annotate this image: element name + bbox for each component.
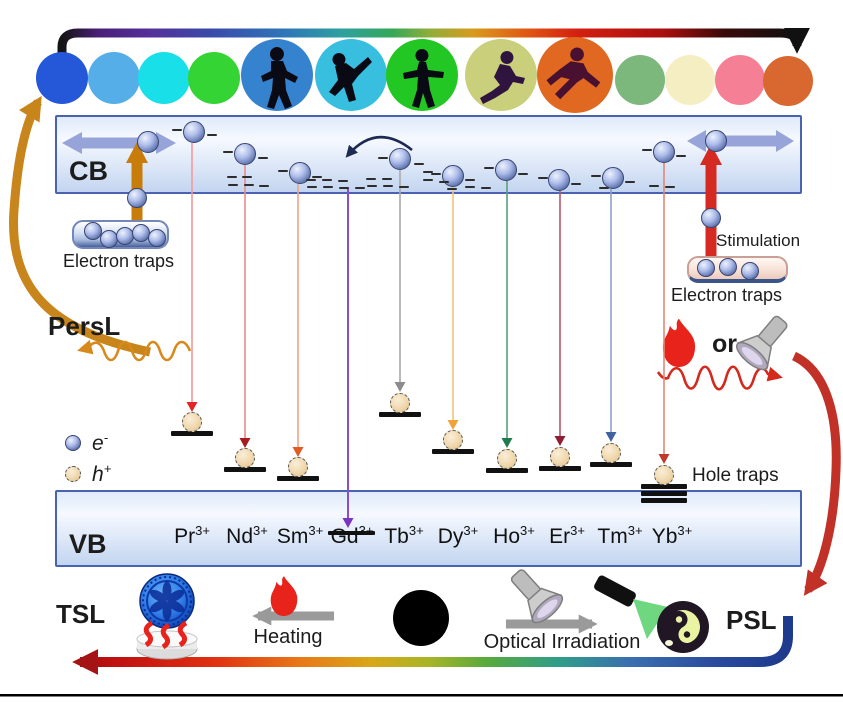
transition-arrowhead-sm [292, 447, 304, 457]
stimulation-wave-arrow [656, 365, 783, 391]
transition-arrowhead-dy [447, 420, 459, 430]
persl-swoosh-arrow [8, 95, 151, 357]
transition-arrowhead-gd [342, 518, 354, 528]
stimulation-release-arrow [700, 144, 722, 261]
disc-snowflake-pattern [149, 581, 185, 621]
laser-beam [633, 599, 668, 639]
cb-mobility-arrow-left [62, 132, 176, 154]
vb-label: VB [69, 529, 107, 559]
valence-band: VB [55, 490, 802, 567]
transition-arrowhead-tb [394, 382, 406, 392]
transition-arrowhead-nd [239, 438, 251, 448]
transition-arrowhead-yb [658, 454, 670, 464]
cb-mobility-arrow-right [687, 130, 794, 152]
cb-label: CB [69, 156, 108, 186]
heating-flame-icon [270, 576, 298, 616]
flame-icon [662, 318, 696, 367]
bottom-spectrum-arrow [72, 616, 793, 675]
heat-squiggles [143, 620, 188, 650]
dark-sample-circle [393, 590, 449, 646]
transition-arrowhead-er [554, 436, 566, 446]
transition-arrowhead-pr [186, 402, 198, 412]
top-spectrum-arrow [57, 27, 810, 58]
tsl-disc-on-heater [136, 573, 198, 660]
optical-flashlight-icon [501, 560, 568, 628]
yin-yang-sample [657, 601, 709, 653]
flashlight-icon [731, 307, 798, 375]
transition-arrowhead-tm [605, 432, 617, 442]
laser-pointer-icon [594, 575, 636, 607]
transition-arrowhead-ho [501, 438, 513, 448]
bottom-divider [0, 694, 843, 697]
electron-hop-arc [345, 135, 413, 158]
trap-filling-arrow [126, 142, 148, 224]
persl-wave-arrow [77, 339, 192, 362]
psl-swoosh-arrow [791, 351, 841, 596]
